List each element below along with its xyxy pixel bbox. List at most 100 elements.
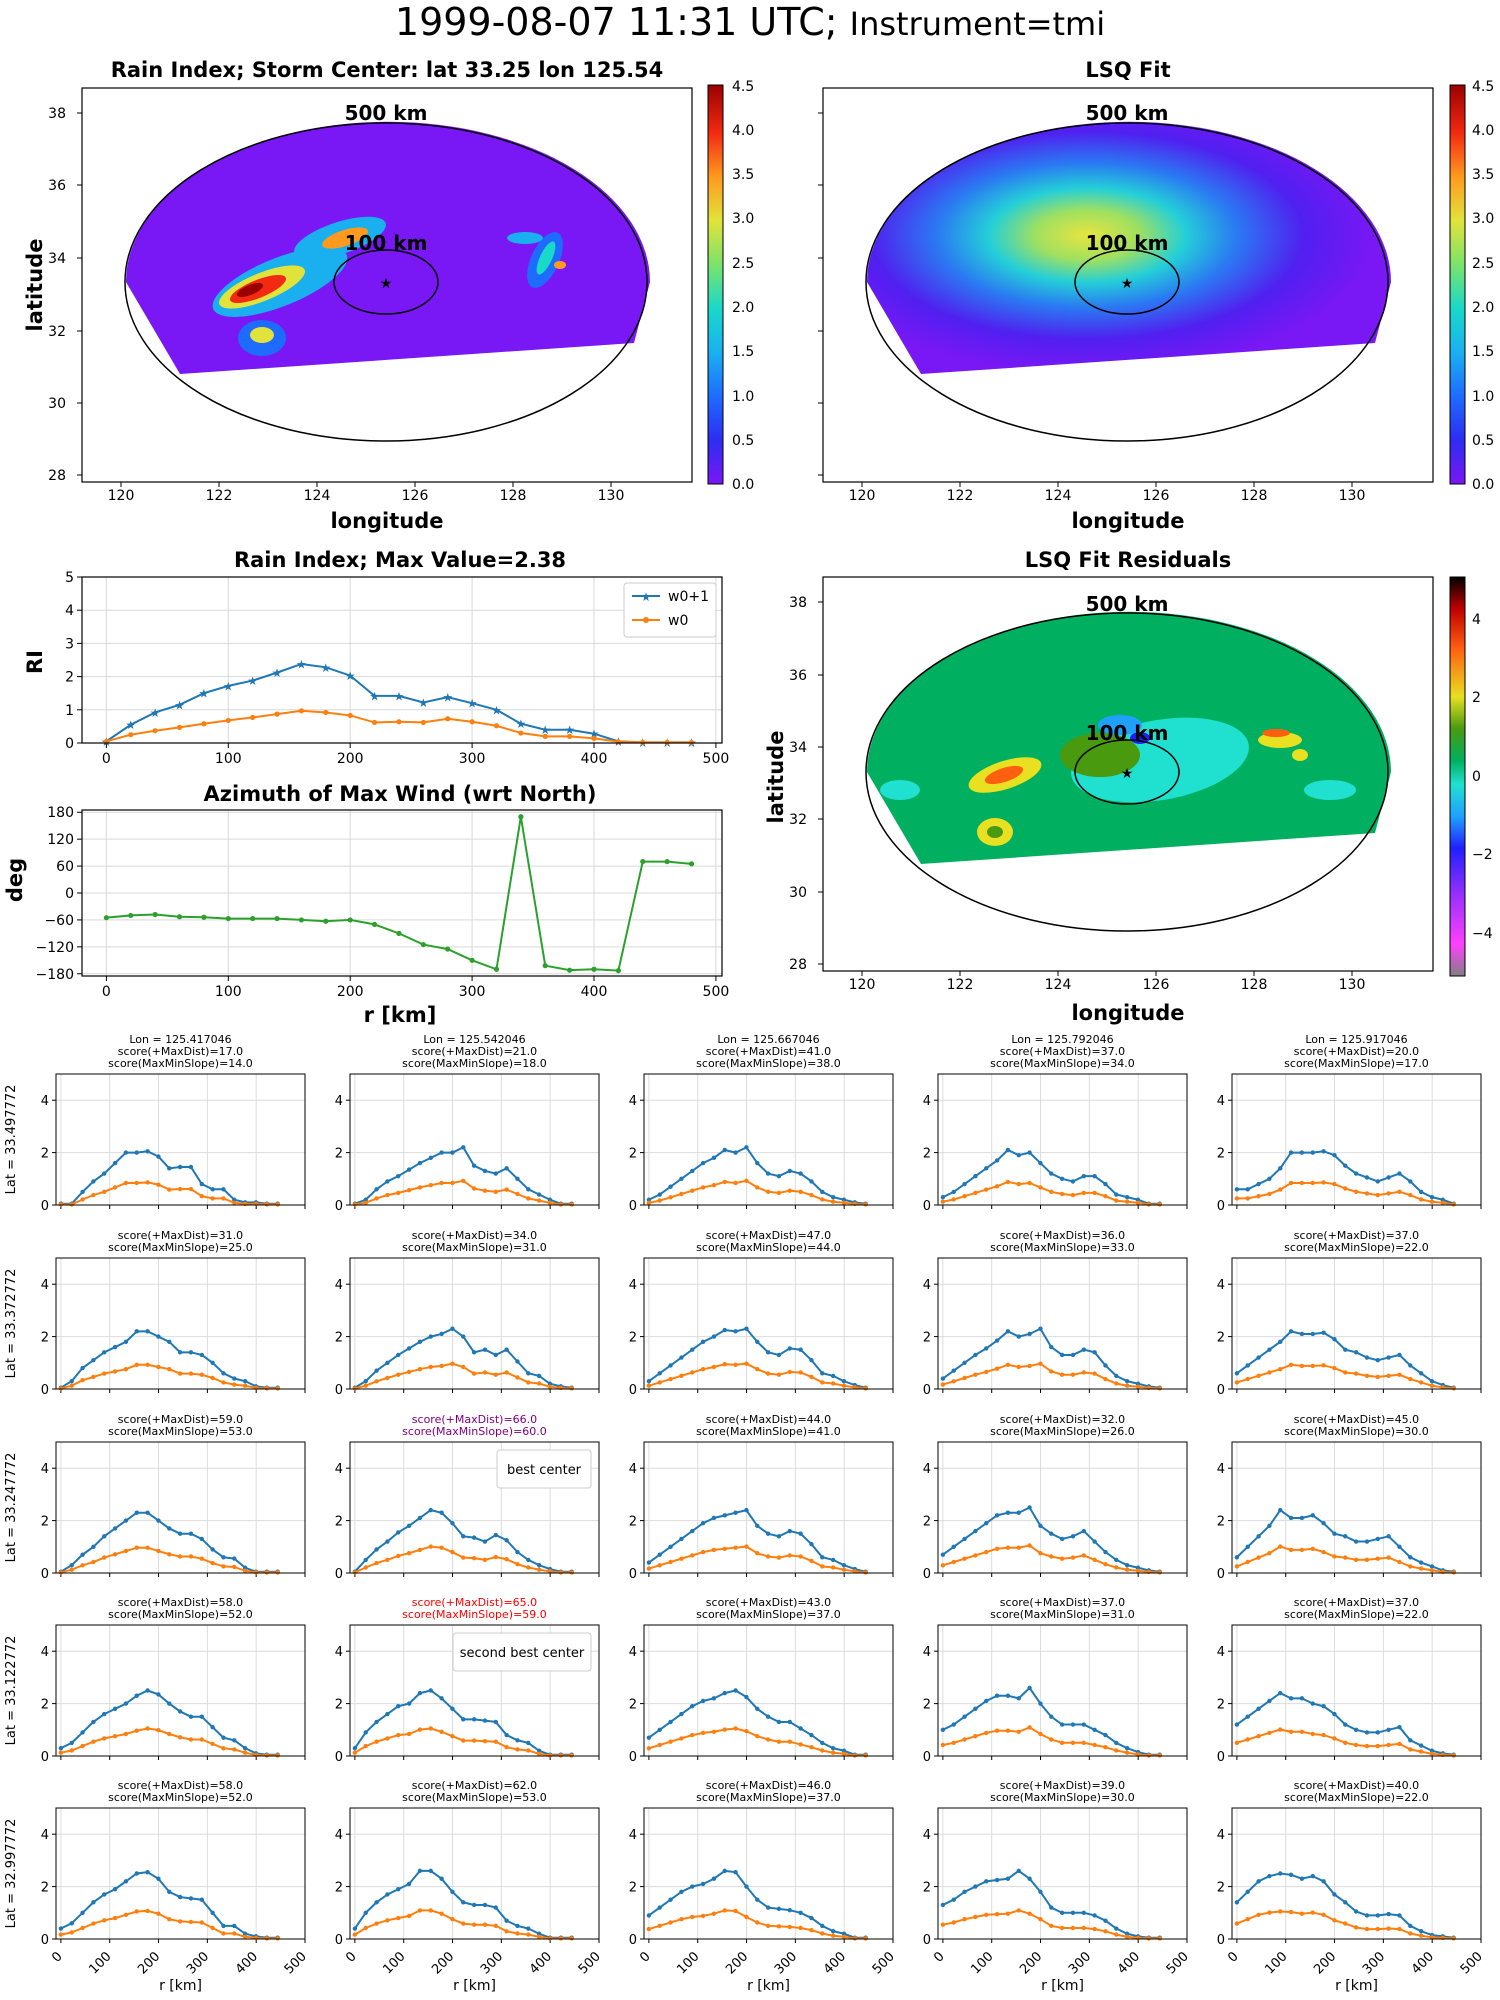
residuals-ytick: 32 — [789, 812, 807, 828]
data-point — [123, 1731, 129, 1737]
data-point — [482, 1902, 488, 1908]
data-point — [156, 1334, 161, 1339]
data-point — [1103, 1929, 1108, 1934]
data-point — [668, 1544, 673, 1550]
data-point — [733, 1908, 738, 1914]
data-point — [973, 1884, 978, 1889]
data-point — [134, 1693, 139, 1698]
data-point — [1332, 1153, 1337, 1158]
data-point — [471, 1717, 477, 1722]
data-point — [102, 1371, 107, 1376]
data-point — [1386, 1175, 1391, 1180]
data-point — [1353, 1727, 1359, 1733]
data-point — [1016, 1510, 1021, 1515]
data-point — [536, 1562, 542, 1568]
data-point — [1429, 1935, 1435, 1940]
y-tick-label: 2 — [41, 1698, 49, 1713]
data-point — [439, 1911, 444, 1916]
data-point — [755, 1366, 760, 1372]
data-point — [1146, 1753, 1152, 1758]
data-point — [428, 1507, 433, 1513]
data-point — [225, 717, 231, 724]
data-point — [504, 1732, 509, 1738]
data-point — [711, 1729, 717, 1734]
data-point — [1059, 1191, 1065, 1197]
residuals-ytick: 38 — [789, 595, 807, 611]
data-point — [396, 1704, 401, 1709]
data-point — [69, 1202, 74, 1207]
data-point — [1135, 1565, 1141, 1570]
data-point — [1027, 1725, 1032, 1730]
data-point — [733, 1688, 738, 1693]
data-point — [363, 1730, 368, 1735]
data-point — [1397, 1559, 1402, 1565]
cell-frame — [55, 1073, 306, 1206]
data-point — [515, 1561, 520, 1567]
cell-score-maxdist: score(+MaxDist)=58.0 — [118, 1596, 243, 1609]
y-tick-label: 0 — [41, 1383, 49, 1398]
cell-score-slope: score(MaxMinSlope)=30.0 — [1284, 1425, 1429, 1438]
data-point — [134, 1329, 139, 1334]
data-point — [374, 1379, 379, 1384]
data-point — [1278, 1339, 1283, 1345]
data-point — [1429, 1564, 1435, 1569]
data-point — [1386, 1373, 1391, 1378]
residuals-map-ylabel: latitude — [764, 731, 788, 824]
y-tick-label: 2 — [1217, 1515, 1225, 1530]
cell-area — [350, 1258, 599, 1389]
data-point — [776, 1739, 782, 1744]
data-point — [1278, 1544, 1283, 1549]
data-point — [471, 1922, 477, 1927]
data-point — [199, 1556, 204, 1561]
data-point — [1321, 1330, 1326, 1335]
data-point — [493, 723, 500, 729]
data-point — [1299, 1911, 1305, 1916]
y-tick-label: 2 — [41, 1881, 49, 1896]
data-point — [450, 1733, 455, 1739]
data-point — [994, 1338, 1000, 1343]
data-point — [504, 1929, 509, 1934]
data-point — [1267, 1873, 1272, 1879]
data-point — [1267, 1523, 1272, 1529]
data-point — [798, 1171, 803, 1176]
data-point — [134, 1909, 139, 1914]
data-point — [1375, 1730, 1380, 1735]
data-point — [1310, 1701, 1315, 1706]
data-point — [711, 1364, 717, 1370]
data-point — [242, 1565, 248, 1570]
data-point — [787, 1528, 792, 1534]
cell-score-maxdist: score(+MaxDist)=31.0 — [118, 1229, 243, 1242]
data-point: ★ — [272, 666, 283, 680]
lsq-fit-map-xlabel: longitude — [1071, 509, 1184, 533]
cell-score-slope: score(MaxMinSlope)=22.0 — [1284, 1608, 1429, 1621]
data-point — [363, 1557, 368, 1563]
data-point — [396, 1530, 401, 1535]
cell-score-maxdist: score(+MaxDist)=37.0 — [1294, 1596, 1419, 1609]
data-point — [145, 1688, 150, 1693]
y-tick-label: 3 — [65, 636, 74, 652]
y-tick-label: 2 — [923, 1515, 931, 1530]
data-point — [1288, 1547, 1294, 1553]
data-point — [396, 1173, 401, 1179]
cell-frame — [55, 1257, 306, 1390]
data-point — [518, 814, 524, 820]
data-point — [264, 1386, 270, 1391]
data-point — [363, 1565, 368, 1570]
data-point — [526, 1187, 531, 1192]
data-point — [733, 1510, 738, 1515]
data-point — [1135, 1200, 1141, 1205]
data-point — [1375, 1926, 1380, 1932]
data-point — [482, 1370, 488, 1375]
x-tick-label: 400 — [1409, 1949, 1437, 1977]
data-point — [973, 1352, 978, 1358]
cell-frame — [937, 1807, 1188, 1940]
data-point — [504, 1347, 509, 1352]
lsq-fit-map-title: LSQ Fit — [1085, 58, 1170, 82]
data-point — [134, 1180, 139, 1186]
y-tick-label: 2 — [335, 1147, 343, 1162]
data-point — [569, 1570, 574, 1575]
data-point — [994, 1366, 1000, 1371]
colorbar-tick: 0.5 — [1472, 433, 1494, 449]
data-point — [123, 1912, 129, 1917]
data-point — [439, 1876, 444, 1881]
